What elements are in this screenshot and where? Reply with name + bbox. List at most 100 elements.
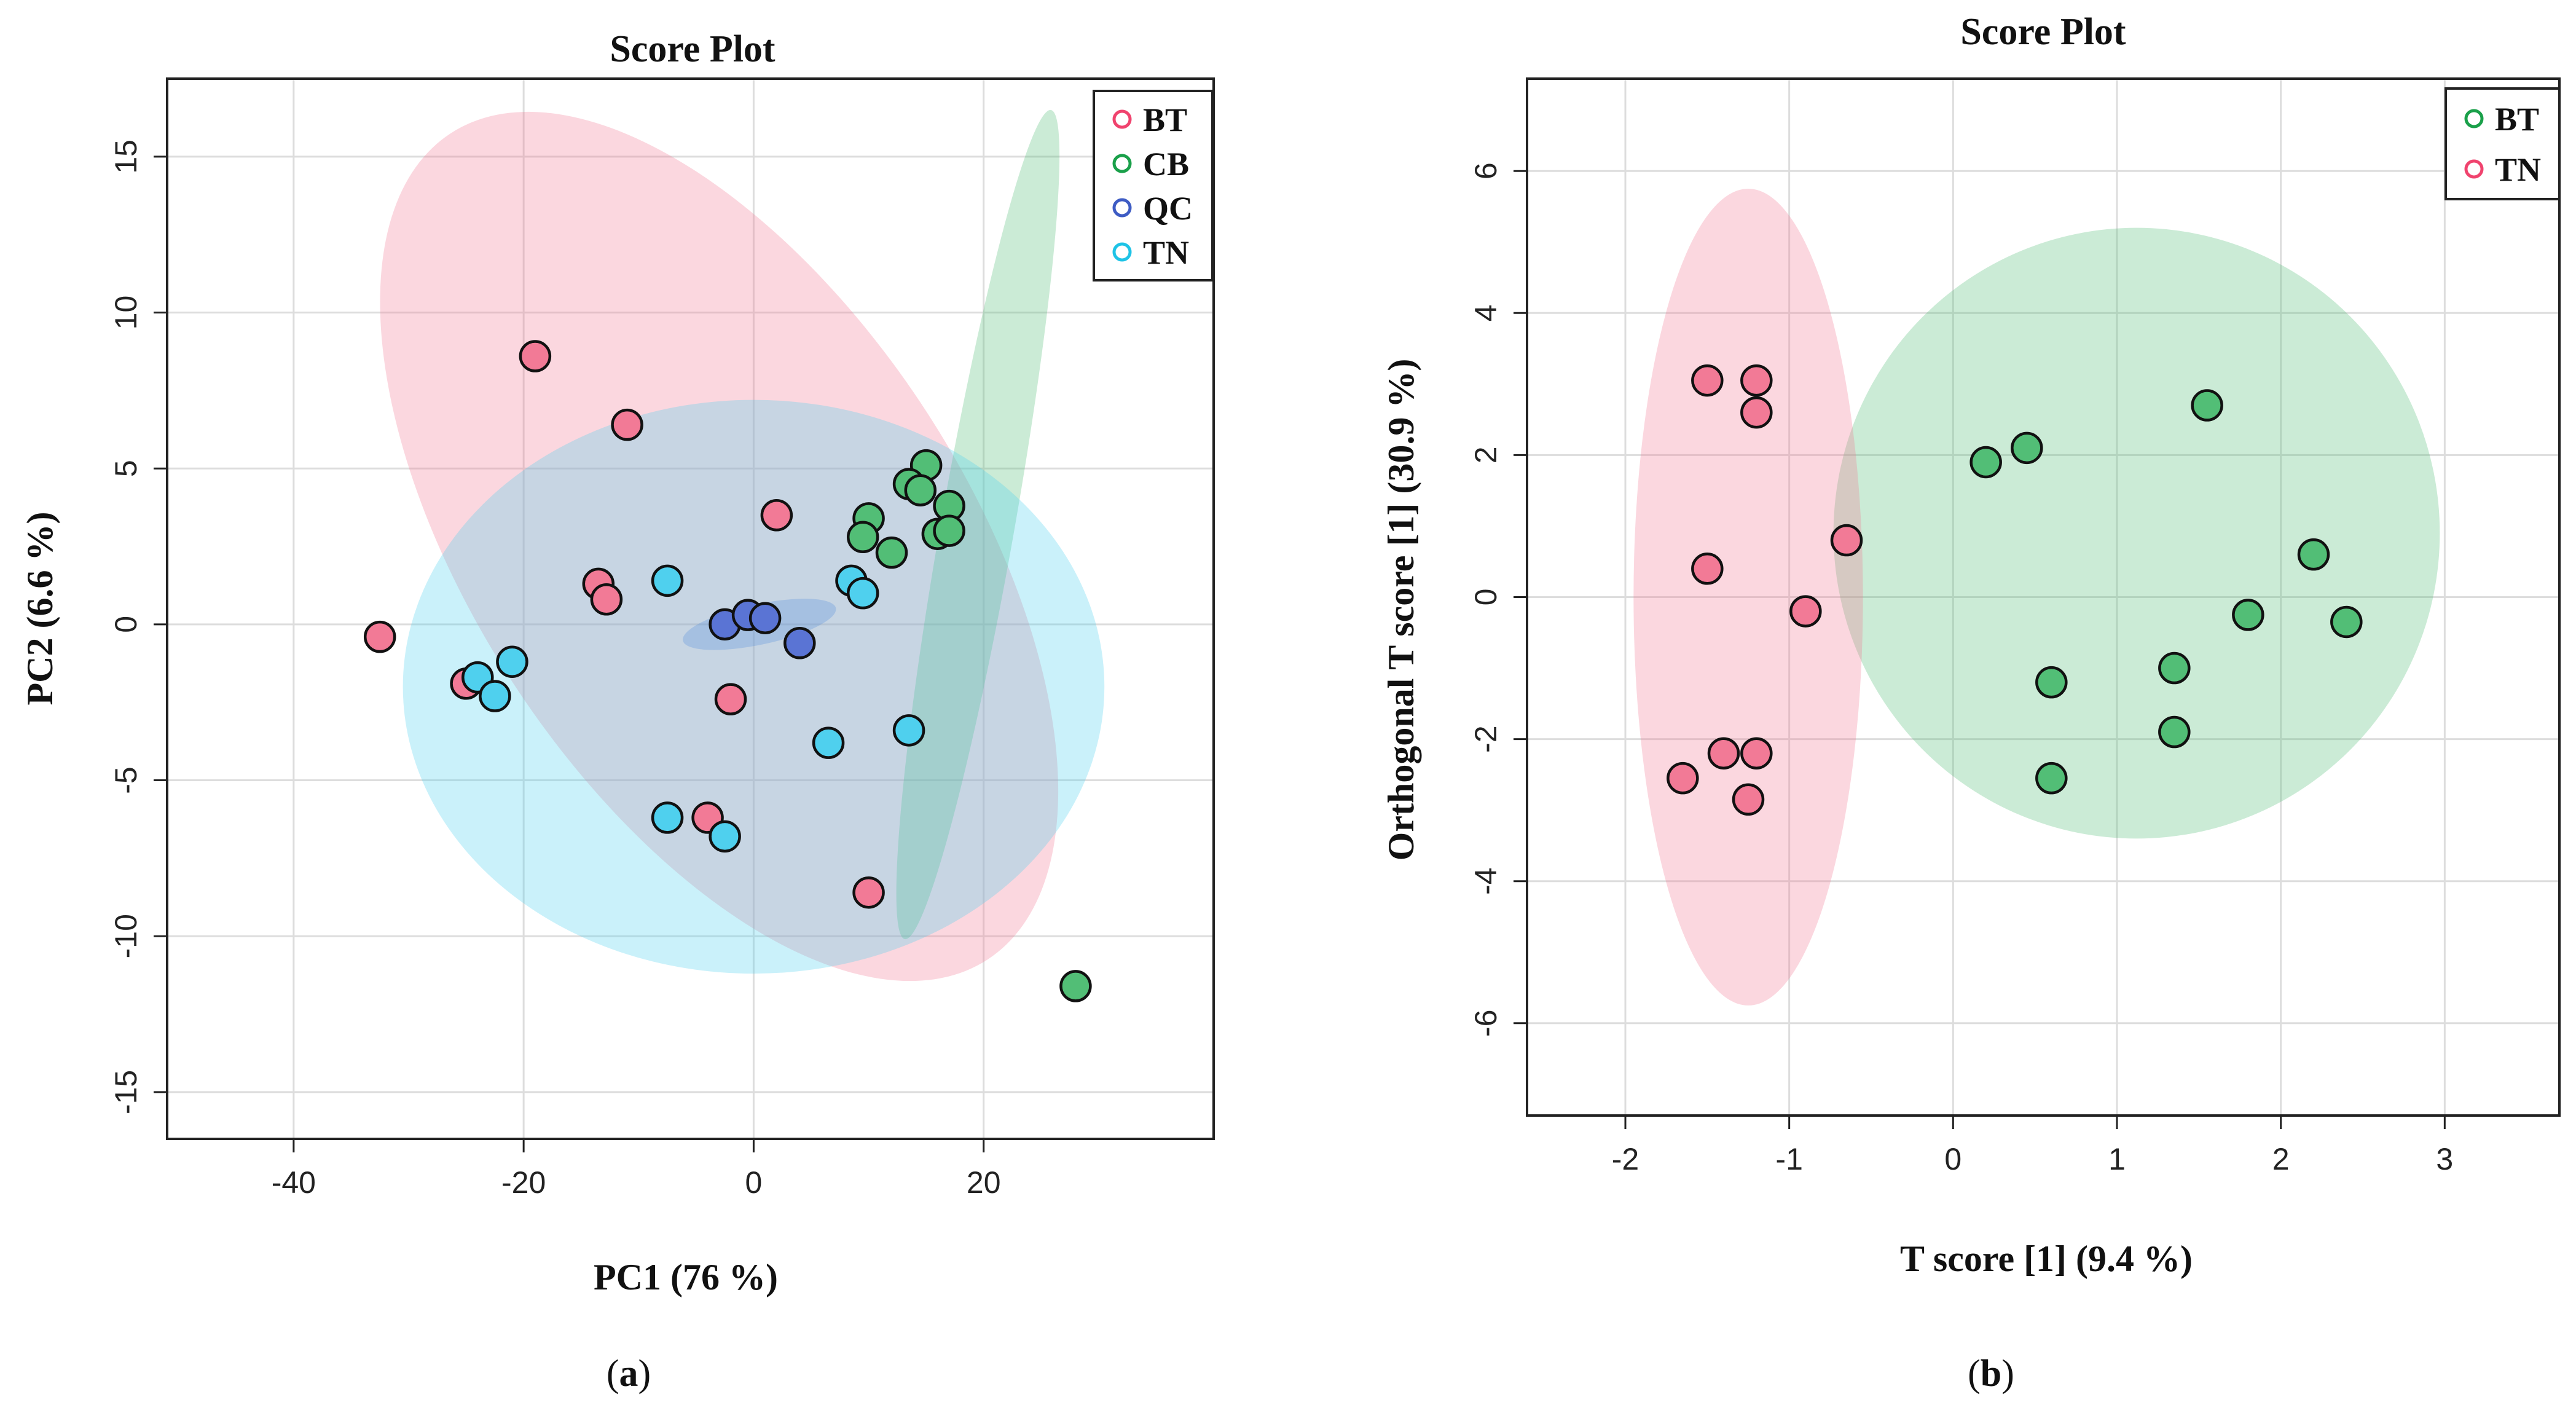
panel-a-x-tick-label: 0 (745, 1165, 763, 1200)
panel-a-point-cb (846, 521, 879, 554)
panel-a-point-tn (479, 680, 511, 712)
panel-b-point-bt (2011, 431, 2043, 465)
panel-b-point-bt (2330, 605, 2363, 639)
panel-a-ellipse-bt (380, 111, 1059, 982)
panel-b-x-tick-label: -1 (1775, 1142, 1802, 1176)
panel-a-point-cb (904, 474, 937, 506)
panel-a-y-tick-label: 15 (109, 140, 143, 174)
panel-a-ellipses (380, 109, 1105, 982)
panel-a-point-qc (748, 602, 782, 634)
panel-a-label-open: ( (607, 1353, 619, 1395)
panel-a-point-tn (496, 645, 528, 678)
panel-b-point-bt (2035, 666, 2068, 699)
panel-a-point-bt (590, 583, 623, 616)
panel-a-y-tick-label: 10 (109, 296, 143, 330)
panel-b-point-tn (1691, 553, 1724, 585)
panel-b-x-tick-label: 0 (1944, 1142, 1961, 1176)
panel-b-point-tn (1740, 364, 1773, 397)
panel-b-legend-box (2444, 87, 2561, 200)
panel-b-y-tick-label: 4 (1469, 304, 1503, 321)
panel-a-point-bt (611, 408, 643, 441)
panel-b-point-bt (2191, 389, 2223, 422)
panel-a-plot-frame (166, 77, 1215, 1140)
panel-a-point-bt (852, 876, 885, 909)
panel-b-point-tn (1789, 595, 1822, 628)
panel-a-legend: BT CB QC TN (1093, 90, 1214, 281)
panel-a-ellipse-cb (896, 109, 1060, 940)
panel-b-ellipse-bt (1833, 227, 2440, 839)
panel-b-point-bt (1969, 446, 2002, 479)
panel-b-point-bt (2232, 599, 2264, 631)
panel-b-point-tn (1740, 737, 1773, 769)
panel-a-legend-marker-tn (1112, 242, 1132, 262)
panel-a-point-cb (933, 514, 965, 547)
panel-a-y-tick-label: -5 (109, 766, 143, 793)
panel-b-point-tn (1707, 737, 1740, 769)
panel-b-y-tick-label: 0 (1469, 589, 1503, 606)
panel-a-y-tick-label: 0 (109, 616, 143, 633)
panel-b-x-tick-label: 3 (2436, 1142, 2453, 1176)
panel-b-x-tick-label: 1 (2108, 1142, 2126, 1176)
panel-a-legend-label-cb: CB (1143, 146, 1189, 183)
panel-a-points (363, 340, 1092, 1002)
panel-a-x-axis-label: PC1 (76 %) (594, 1257, 778, 1297)
panel-a-y-tick-label: -10 (109, 914, 143, 958)
panel-a-point-cb (1059, 970, 1092, 1002)
panel-b-gridlines (1527, 79, 2559, 1116)
panel-a-point-bt (760, 499, 793, 532)
panel-a-point-cb (875, 536, 908, 569)
panel-b-y-tick-label: 6 (1469, 162, 1503, 179)
panel-b-y-tick-label: 2 (1469, 446, 1503, 463)
panel-b-y-axis-label: Orthogonal T score [1] (30.9 %) (1381, 359, 1421, 861)
panel-b-y-tick-label: -4 (1469, 867, 1503, 894)
panel-a-point-bt (714, 683, 747, 715)
panel-b-point-tn (1740, 396, 1773, 429)
panel-b: Score Plot -2 -1 0 1 2 3 -6 -4 -2 0 2 4 6 T score [… (1381, 11, 2561, 1395)
panel-a-y-ticks: -15 -10 -5 0 5 10 15 (109, 140, 167, 1114)
panel-b-points (1667, 364, 2363, 816)
panel-a-point-tn (892, 714, 925, 747)
panel-a-legend-marker-cb (1112, 154, 1132, 173)
panel-b-y-tick-label: -2 (1469, 725, 1503, 752)
panel-b-legend-marker-bt (2464, 109, 2484, 128)
panel-a-label-close: ) (638, 1353, 651, 1395)
panel-a-x-tick-label: 20 (967, 1165, 1001, 1200)
panel-a-label: (a) (607, 1353, 651, 1395)
panel-a-point-bt (519, 340, 552, 372)
panel-a-title: Score Plot (610, 28, 776, 70)
panel-b-ellipses (1633, 189, 2440, 1006)
panel-b-x-axis-label: T score [1] (9.4 %) (1900, 1238, 2193, 1279)
panel-a-point-tn (812, 726, 845, 759)
panel-a-legend-label-tn: TN (1143, 234, 1189, 271)
panel-b-x-ticks: -2 -1 0 1 2 3 (1612, 1116, 2453, 1176)
panel-b-ellipse-tn (1633, 189, 1863, 1006)
panel-a-ellipse-tn (402, 399, 1105, 974)
panel-a-legend-marker-bt (1112, 109, 1132, 129)
panel-b-legend-label-tn: TN (2495, 151, 2541, 188)
panel-a-point-qc (783, 627, 816, 659)
panel-b-x-tick-label: 2 (2272, 1142, 2290, 1176)
panel-a-point-tn (651, 801, 684, 834)
panel-a-legend-label-bt: BT (1143, 101, 1187, 138)
panel-a-x-ticks: -40 -20 0 20 (272, 1139, 1001, 1200)
panel-a-label-letter: a (619, 1353, 638, 1395)
panel-b-point-bt (2035, 762, 2068, 795)
panel-b-x-tick-label: -2 (1612, 1142, 1639, 1176)
panel-b-title: Score Plot (1960, 11, 2126, 53)
panel-a-y-tick-label: 5 (109, 460, 143, 477)
panel-b-point-bt (2158, 715, 2191, 749)
panel-a-point-tn (651, 564, 684, 597)
panel-a-point-tn (709, 820, 741, 853)
panel-b-y-tick-label: -6 (1469, 1010, 1503, 1037)
panel-b-legend: BT TN (2444, 87, 2561, 200)
panel-b-point-bt (2158, 651, 2191, 685)
panel-b-label: (b) (1968, 1353, 2014, 1395)
panel-a-point-bt (363, 620, 396, 653)
panel-b-legend-marker-tn (2464, 159, 2484, 179)
panel-a-legend-label-qc: QC (1143, 190, 1193, 227)
panel-b-y-ticks: -6 -4 -2 0 2 4 6 (1469, 162, 1527, 1037)
panel-b-label-letter: b (1981, 1353, 2001, 1395)
panel-b-point-bt (2297, 538, 2330, 571)
panel-b-legend-label-bt: BT (2495, 101, 2539, 138)
